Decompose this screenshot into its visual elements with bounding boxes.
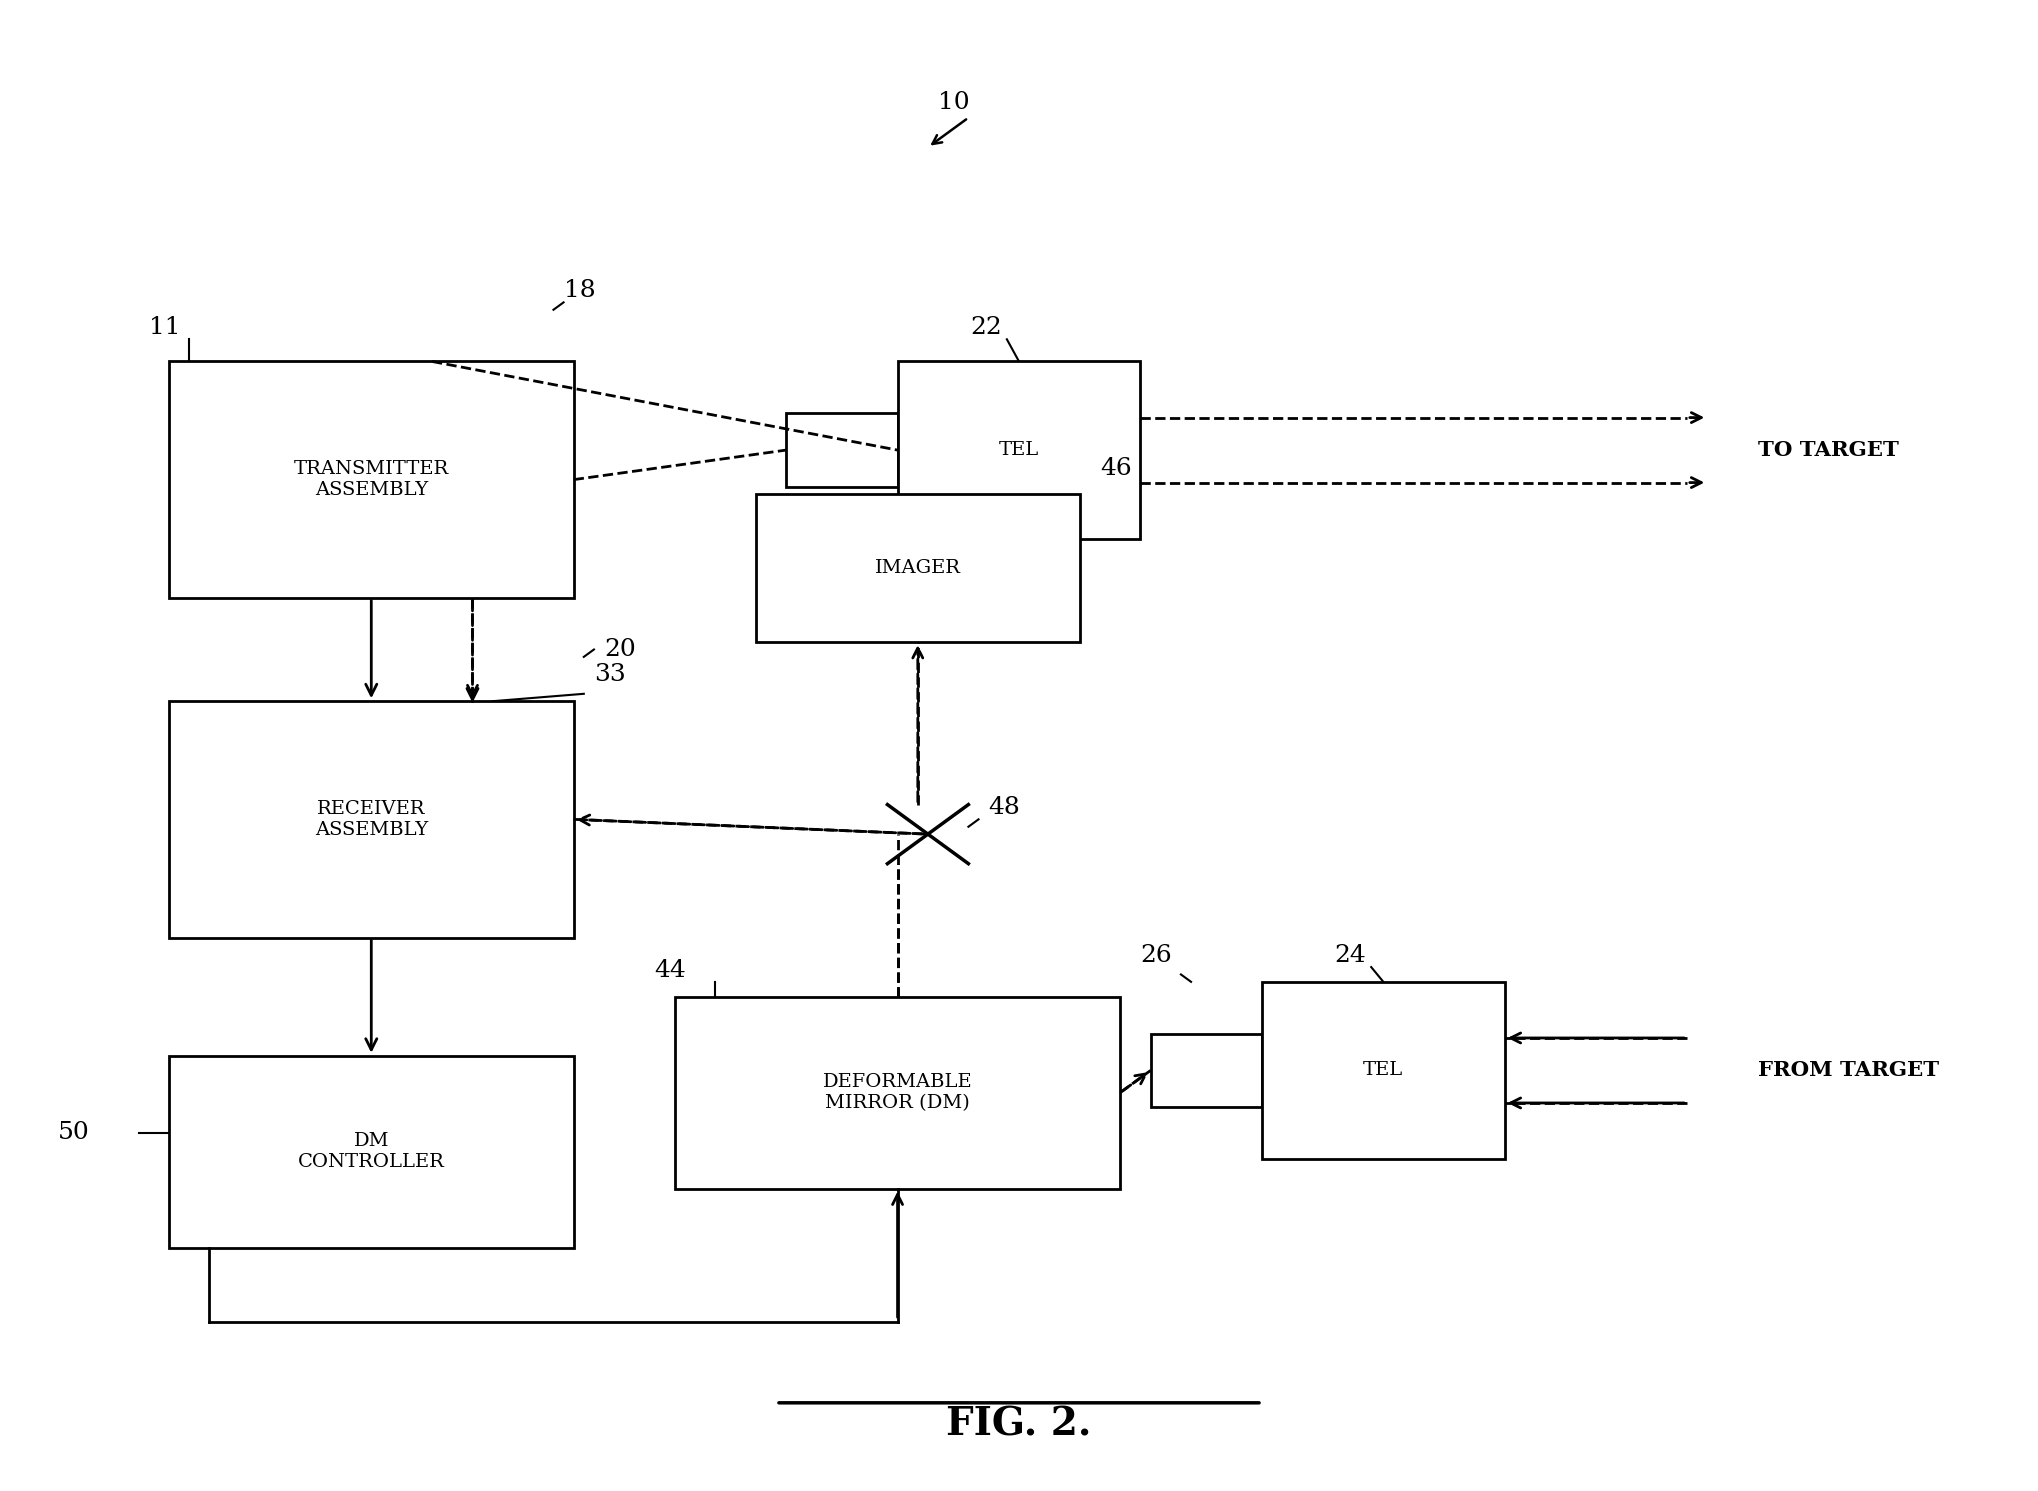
Text: 24: 24 xyxy=(1335,944,1367,968)
Text: 22: 22 xyxy=(970,316,1003,340)
Text: 46: 46 xyxy=(1101,456,1131,480)
Text: 48: 48 xyxy=(988,796,1021,820)
Text: 10: 10 xyxy=(937,91,970,115)
Text: 26: 26 xyxy=(1141,944,1172,968)
Text: 18: 18 xyxy=(565,279,595,303)
FancyBboxPatch shape xyxy=(1262,983,1504,1159)
Text: 50: 50 xyxy=(57,1121,90,1144)
Text: TRANSMITTER
ASSEMBLY: TRANSMITTER ASSEMBLY xyxy=(293,461,448,499)
FancyBboxPatch shape xyxy=(756,495,1080,643)
Text: 20: 20 xyxy=(603,638,636,661)
Text: 33: 33 xyxy=(593,663,626,686)
FancyBboxPatch shape xyxy=(897,361,1141,538)
Text: TEL: TEL xyxy=(999,441,1039,459)
Text: 44: 44 xyxy=(654,959,687,983)
Text: DEFORMABLE
MIRROR (DM): DEFORMABLE MIRROR (DM) xyxy=(823,1074,972,1112)
FancyBboxPatch shape xyxy=(169,701,573,938)
FancyBboxPatch shape xyxy=(169,1056,573,1248)
Text: TO TARGET: TO TARGET xyxy=(1759,440,1899,461)
FancyBboxPatch shape xyxy=(675,996,1121,1188)
Text: FIG. 2.: FIG. 2. xyxy=(946,1406,1092,1443)
Text: FROM TARGET: FROM TARGET xyxy=(1759,1060,1938,1081)
Text: RECEIVER
ASSEMBLY: RECEIVER ASSEMBLY xyxy=(314,801,428,839)
Text: TEL: TEL xyxy=(1363,1062,1404,1079)
Text: DM
CONTROLLER: DM CONTROLLER xyxy=(298,1132,444,1170)
Text: 11: 11 xyxy=(149,316,179,340)
Text: IMAGER: IMAGER xyxy=(874,559,960,577)
FancyBboxPatch shape xyxy=(169,361,573,598)
FancyBboxPatch shape xyxy=(1151,1033,1262,1108)
FancyBboxPatch shape xyxy=(787,413,897,488)
